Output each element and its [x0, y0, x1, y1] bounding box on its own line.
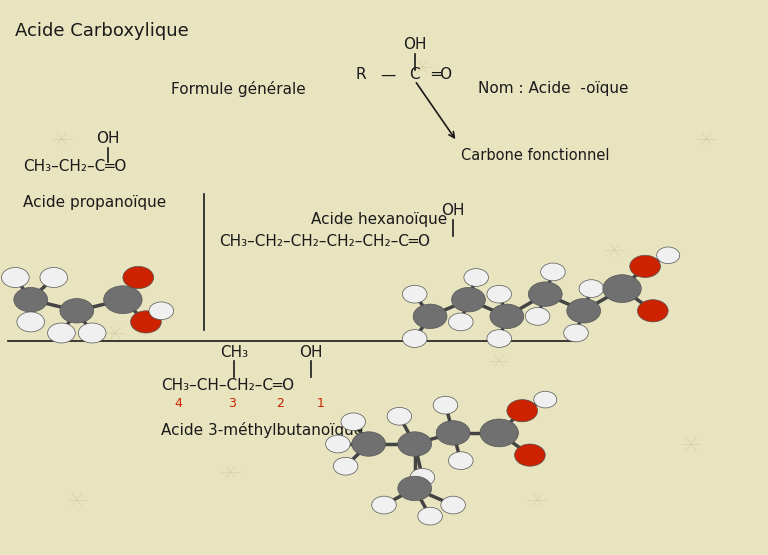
Circle shape	[603, 275, 641, 302]
Circle shape	[40, 268, 68, 287]
Circle shape	[413, 304, 447, 329]
Circle shape	[410, 468, 435, 486]
Text: CH₃–CH₂–C═O: CH₃–CH₂–C═O	[23, 159, 127, 174]
Text: Nom : Acide  -oïque: Nom : Acide -oïque	[478, 81, 628, 97]
Text: Acide hexanoïque: Acide hexanoïque	[311, 211, 447, 227]
Text: 2: 2	[276, 397, 284, 410]
Text: Acide 3-méthylbutanoïque: Acide 3-méthylbutanoïque	[161, 422, 363, 438]
Text: Formule générale: Formule générale	[170, 81, 306, 97]
Text: R: R	[356, 67, 366, 83]
Text: 3: 3	[228, 397, 236, 410]
Text: CH₃–CH₂–CH₂–CH₂–CH₂–C═O: CH₃–CH₂–CH₂–CH₂–CH₂–C═O	[219, 234, 430, 249]
Circle shape	[490, 304, 524, 329]
Circle shape	[579, 280, 604, 297]
Circle shape	[398, 432, 432, 456]
Text: C: C	[409, 67, 420, 83]
Circle shape	[630, 255, 660, 278]
Circle shape	[17, 312, 45, 332]
Circle shape	[341, 413, 366, 431]
Circle shape	[78, 323, 106, 343]
Circle shape	[372, 496, 396, 514]
Circle shape	[567, 299, 601, 323]
Circle shape	[402, 330, 427, 347]
Text: CH₃–CH–CH₂–C═O: CH₃–CH–CH₂–C═O	[161, 378, 294, 393]
Circle shape	[398, 476, 432, 501]
Circle shape	[449, 313, 473, 331]
Circle shape	[14, 287, 48, 312]
Circle shape	[326, 435, 350, 453]
Text: Acide Carboxylique: Acide Carboxylique	[15, 22, 189, 40]
Text: —: —	[380, 67, 396, 83]
Circle shape	[436, 421, 470, 445]
Circle shape	[48, 323, 75, 343]
Text: ═O: ═O	[431, 67, 452, 83]
Circle shape	[515, 444, 545, 466]
Circle shape	[60, 299, 94, 323]
Circle shape	[507, 400, 538, 422]
Text: OH: OH	[442, 203, 465, 219]
Text: OH: OH	[403, 37, 426, 52]
Text: 4: 4	[174, 397, 182, 410]
Circle shape	[352, 432, 386, 456]
Text: OH: OH	[300, 345, 323, 360]
Circle shape	[487, 285, 511, 303]
Circle shape	[452, 287, 485, 312]
Circle shape	[123, 266, 154, 289]
Circle shape	[487, 330, 511, 347]
Circle shape	[402, 285, 427, 303]
Circle shape	[333, 457, 358, 475]
Circle shape	[131, 311, 161, 333]
Text: Carbone fonctionnel: Carbone fonctionnel	[461, 148, 609, 163]
Circle shape	[564, 324, 588, 342]
Circle shape	[657, 247, 680, 264]
Circle shape	[2, 268, 29, 287]
Circle shape	[387, 407, 412, 425]
Circle shape	[104, 286, 142, 314]
Circle shape	[418, 507, 442, 525]
Circle shape	[637, 300, 668, 322]
Text: Acide propanoïque: Acide propanoïque	[23, 195, 167, 210]
Text: 1: 1	[317, 397, 325, 410]
Circle shape	[441, 496, 465, 514]
Circle shape	[525, 307, 550, 325]
Circle shape	[541, 263, 565, 281]
Circle shape	[449, 452, 473, 470]
Circle shape	[433, 396, 458, 414]
Text: OH: OH	[96, 131, 119, 147]
Text: CH₃: CH₃	[220, 345, 248, 360]
Circle shape	[464, 269, 488, 286]
Circle shape	[149, 302, 174, 320]
Circle shape	[534, 391, 557, 408]
Circle shape	[480, 419, 518, 447]
Circle shape	[528, 282, 562, 306]
